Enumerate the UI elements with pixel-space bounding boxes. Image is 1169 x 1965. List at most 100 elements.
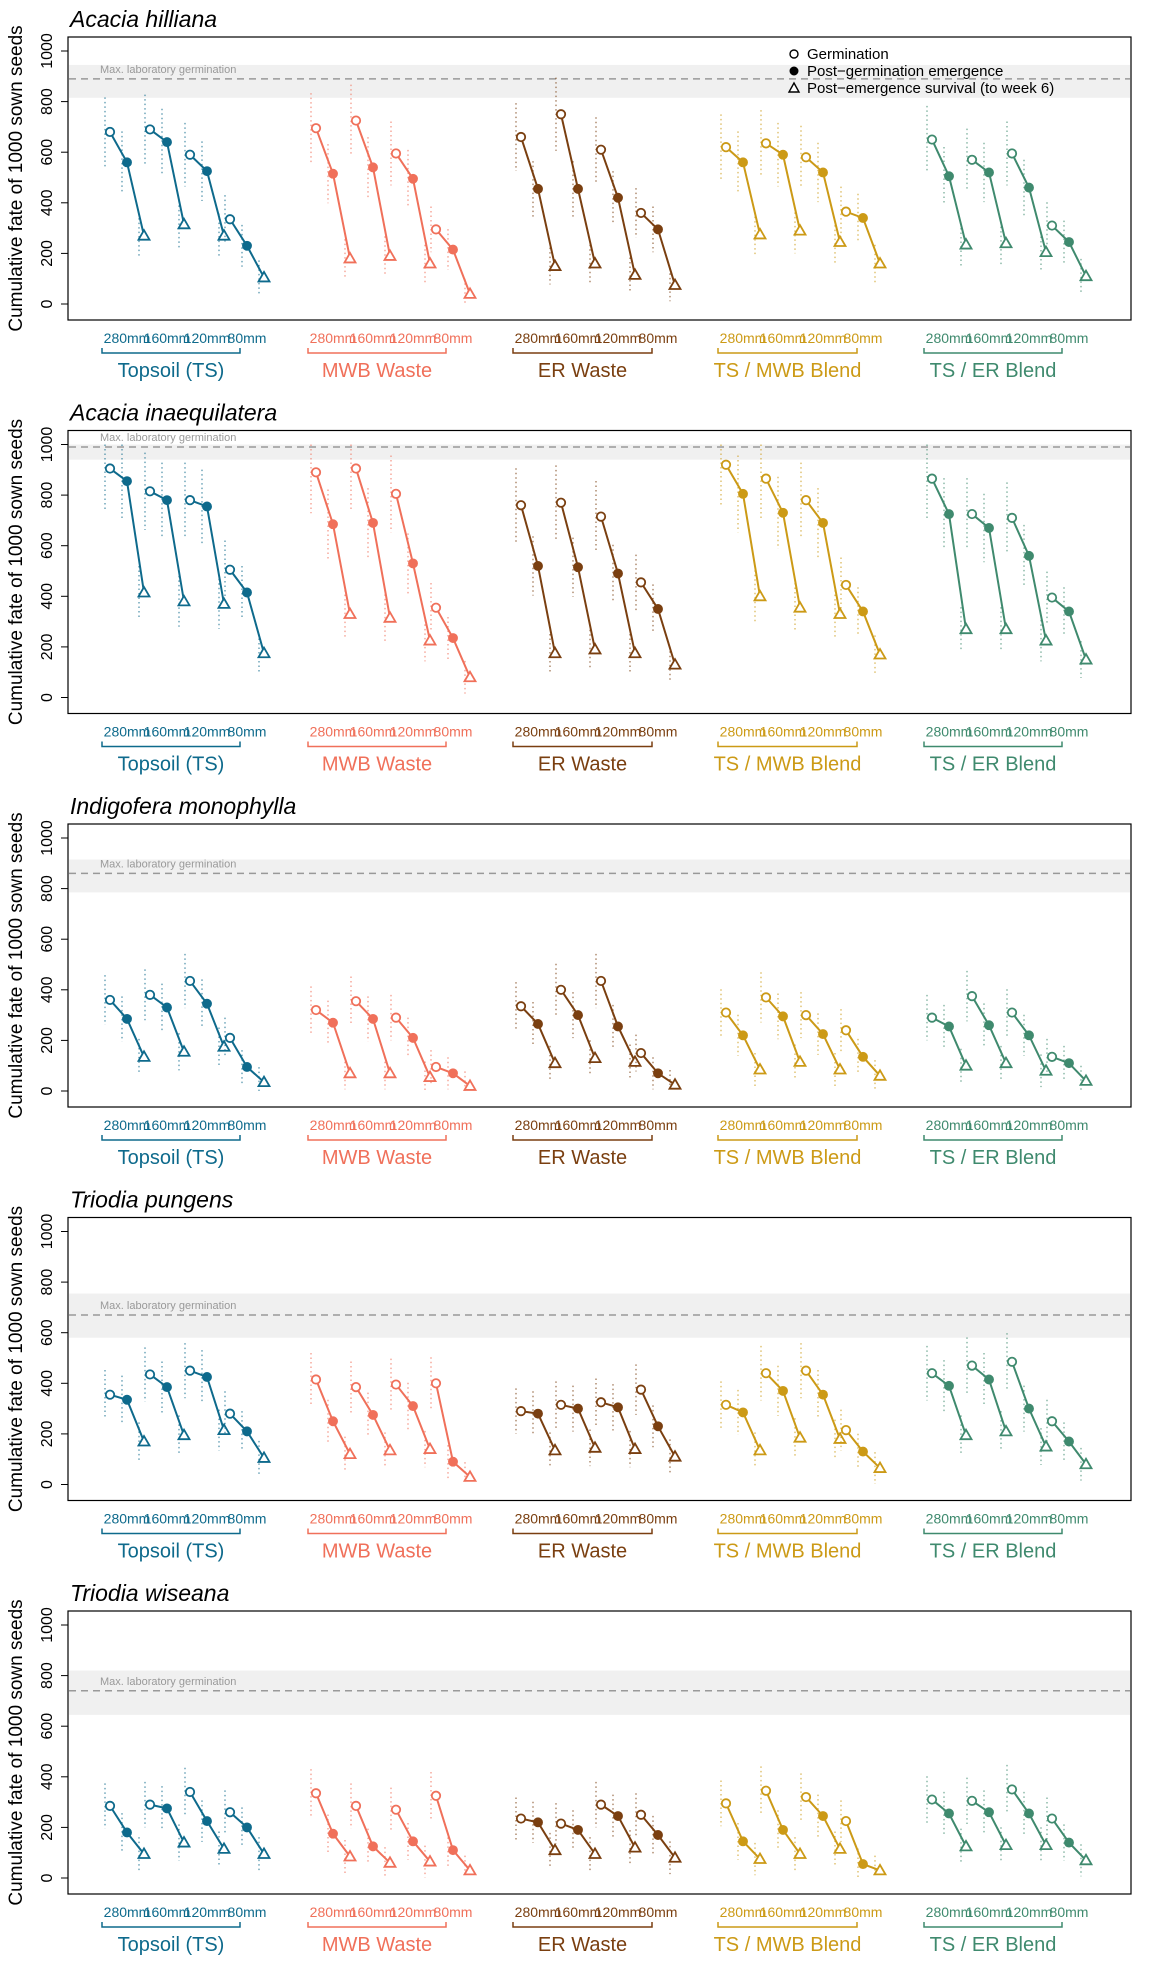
depth-label: 280mm [104, 1511, 151, 1527]
germination-point [720, 1399, 732, 1410]
depth-label: 80mm [639, 1511, 678, 1527]
survival-point [872, 1460, 888, 1473]
emergence-point [408, 1836, 418, 1847]
depth-label: 80mm [1050, 330, 1089, 346]
max-lab-band [69, 1670, 1130, 1715]
survival-point [422, 256, 438, 269]
y-tick-label: 0 [39, 299, 56, 308]
germination-point [310, 1788, 322, 1799]
group-bracket [512, 1528, 653, 1535]
germination-point [184, 495, 196, 506]
survival-point [547, 1443, 563, 1456]
depth-label: 120mm [800, 330, 847, 346]
depth-label: 160mm [760, 1511, 807, 1527]
series-line [520, 1005, 556, 1064]
legend-label: Post−emergence survival (to week 6) [807, 80, 1054, 97]
survival-point [872, 647, 888, 660]
depth-label: 280mm [926, 724, 973, 740]
depth-label: 80mm [434, 1117, 473, 1133]
germination-point [390, 1012, 402, 1023]
y-tick-label: 600 [39, 926, 56, 953]
survival-point [998, 1424, 1014, 1437]
y-tick-label: 1000 [39, 33, 56, 69]
group-label: ER Waste [538, 754, 627, 776]
emergence-point [858, 213, 868, 223]
survival-point [667, 1077, 683, 1090]
emergence-point [242, 1822, 252, 1833]
panel-4: Triodia pungens Max. laboratory germinati… [6, 1187, 1132, 1563]
survival-point [216, 1039, 232, 1052]
survival-point [422, 1854, 438, 1867]
series-line [765, 1790, 801, 1855]
depth-label: 80mm [1050, 1511, 1089, 1527]
germination-point [1006, 148, 1018, 159]
survival-point [136, 1049, 152, 1062]
group-bracket [307, 1135, 447, 1141]
emergence-point [738, 488, 748, 499]
plot-frame [67, 1216, 1132, 1502]
depth-label: 80mm [228, 1511, 267, 1527]
survival-point [342, 1446, 358, 1460]
series-line [805, 1796, 841, 1850]
y-tick-label: 800 [39, 482, 56, 509]
germination-point [350, 1381, 362, 1393]
legend-germination-marker [789, 49, 799, 59]
germination-point [144, 124, 156, 135]
depth-label: 160mm [555, 1511, 602, 1527]
series-line [520, 136, 556, 267]
survival-point [627, 645, 643, 659]
y-tick-label: 800 [39, 88, 56, 115]
group-bracket [101, 1922, 241, 1928]
survival-point [752, 227, 768, 240]
germination-point [720, 142, 732, 153]
survival-point [216, 1422, 232, 1436]
germination-point [595, 1799, 607, 1810]
group-label: TS / ER Blend [930, 1147, 1057, 1169]
depth-label: 160mm [350, 1117, 397, 1133]
emergence-point [573, 1010, 583, 1021]
survival-point [998, 1055, 1014, 1069]
max-lab-band [69, 859, 1130, 893]
emergence-point [368, 517, 378, 528]
depth-label: 120mm [184, 1117, 231, 1133]
emergence-point [1024, 550, 1034, 561]
depth-label: 120mm [800, 724, 847, 740]
depth-label: 80mm [228, 330, 267, 346]
germination-point [966, 1795, 978, 1806]
depth-label: 280mm [104, 724, 151, 740]
survival-point [547, 1842, 563, 1856]
survival-point [792, 1430, 808, 1443]
depth-label: 80mm [228, 1117, 267, 1133]
depth-label: 80mm [228, 1904, 267, 1920]
survival-point [1038, 1063, 1054, 1076]
depth-label: 160mm [350, 724, 397, 740]
depth-label: 160mm [144, 1511, 191, 1527]
survival-point [587, 1440, 603, 1453]
series-line [109, 131, 145, 236]
survival-point [587, 1050, 603, 1064]
depth-label: 280mm [310, 1904, 357, 1920]
y-tick-label: 400 [39, 189, 56, 216]
germination-point [635, 577, 647, 588]
germination-point [1046, 1813, 1058, 1824]
survival-point [136, 1846, 152, 1859]
y-tick-label: 800 [39, 875, 56, 902]
germination-point [840, 1025, 852, 1036]
series-line [109, 467, 145, 593]
survival-point [382, 1443, 398, 1456]
survival-point [176, 1427, 192, 1441]
group-bracket [307, 1528, 447, 1535]
group-bracket [717, 741, 858, 748]
survival-point [547, 258, 563, 271]
max-lab-label: Max. laboratory germination [100, 1676, 236, 1688]
group-label: TS / ER Blend [930, 1934, 1057, 1956]
group-label: TS / ER Blend [930, 754, 1057, 776]
survival-point [1078, 1456, 1094, 1470]
depth-label: 120mm [390, 1117, 437, 1133]
y-tick-label: 400 [39, 1763, 56, 1790]
group-bracket [512, 741, 653, 748]
depth-label: 160mm [350, 1904, 397, 1920]
survival-point [1078, 268, 1094, 282]
y-axis-label: Cumulative fate of 1000 sown seeds [6, 812, 27, 1118]
depth-label: 280mm [515, 1511, 562, 1527]
